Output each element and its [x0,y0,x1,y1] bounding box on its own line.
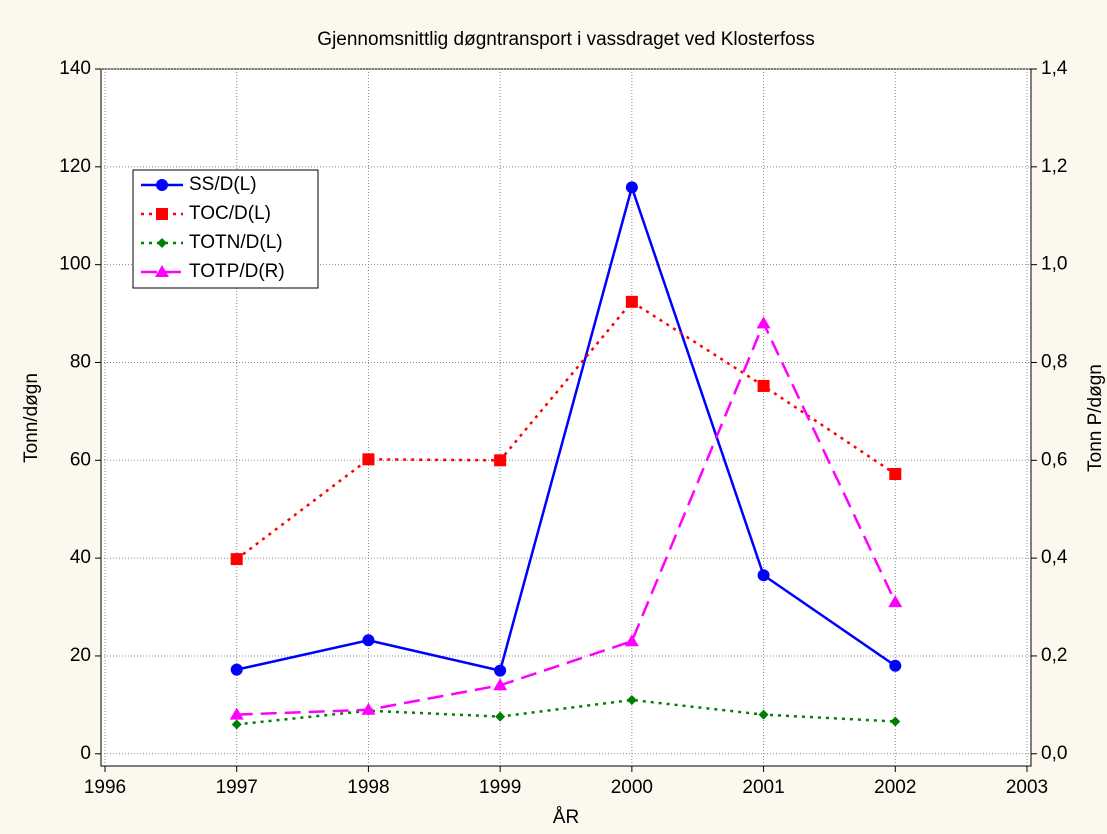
legend-label: SS/D(L) [189,174,257,195]
x-tick-label: 1996 [84,777,126,798]
marker [156,208,168,220]
marker [756,316,771,329]
marker [757,379,770,392]
marker [889,467,902,480]
x-tick-label: 1997 [216,777,258,798]
legend-label: TOTN/D(L) [189,232,283,253]
series-line [236,183,896,673]
marker [626,694,637,705]
series-line [236,698,896,726]
y-tick-label: 0 [80,743,91,764]
y-tick-label: 80 [70,351,91,372]
x-tick-label: 2001 [742,777,784,798]
y2-tick-label: 1,0 [1041,254,1067,275]
series-line [235,300,896,561]
marker [890,716,901,727]
y2-tick-label: 0,4 [1041,547,1068,568]
y2-tick-label: 1,4 [1041,58,1068,79]
marker [757,569,770,582]
x-axis-label: ÅR [553,807,579,828]
marker [230,553,243,566]
marker [230,663,243,676]
x-tick-label: 1999 [479,777,521,798]
y2-tick-label: 1,2 [1041,156,1067,177]
marker [493,678,508,691]
marker [155,265,169,277]
marker [494,664,507,677]
y2-tick-label: 0,6 [1041,449,1067,470]
y2-tick-label: 0,8 [1041,351,1067,372]
y-tick-label: 140 [59,58,91,79]
y2-tick-label: 0,0 [1041,743,1067,764]
marker [625,181,638,194]
x-tick-label: 2000 [611,777,653,798]
series-line [236,320,897,716]
marker [494,454,507,467]
x-tick-label: 2003 [1006,777,1048,798]
y2-axis-label: Tonn P/døgn [1085,364,1106,472]
y-tick-label: 40 [70,547,91,568]
marker [229,707,244,720]
y-tick-label: 20 [70,645,91,666]
marker [362,453,375,466]
marker [888,595,903,608]
y-tick-label: 60 [70,449,91,470]
y-tick-label: 120 [59,156,91,177]
x-tick-label: 1998 [347,777,389,798]
marker [495,711,506,722]
marker [624,634,639,647]
marker [361,702,376,715]
x-tick-label: 2002 [874,777,916,798]
marker [362,634,375,647]
marker [625,295,638,308]
marker [156,179,168,191]
marker [157,238,167,248]
marker [889,659,902,672]
y-tick-label: 100 [59,254,91,275]
marker [758,709,769,720]
marker [231,719,242,730]
legend-label: TOC/D(L) [189,203,271,224]
legend-label: TOTP/D(R) [189,261,285,282]
y2-tick-label: 0,2 [1041,645,1067,666]
y-axis-label: Tonn/døgn [21,373,42,463]
chart-title: Gjennomsnittlig døgntransport i vassdrag… [317,29,814,50]
